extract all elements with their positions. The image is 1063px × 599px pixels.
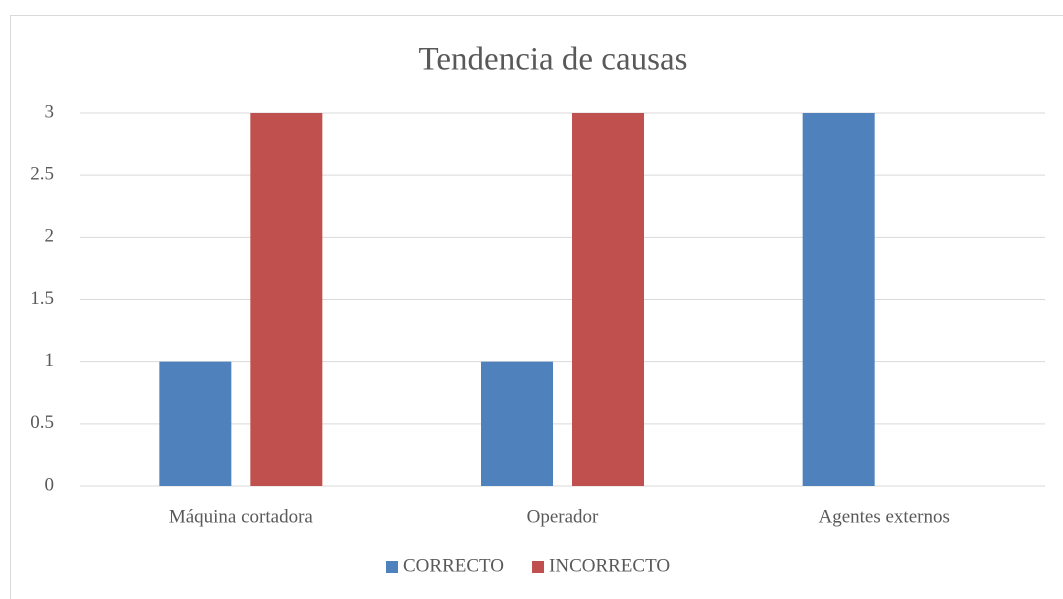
chart-title: Tendencia de causas [419, 42, 688, 78]
y-tick-label: 1 [45, 350, 55, 371]
x-tick-label: Agentes externos [818, 506, 949, 527]
bar [572, 113, 644, 486]
y-tick-label: 0 [45, 474, 55, 495]
y-tick-label: 0.5 [30, 412, 54, 433]
x-tick-label: Máquina cortadora [169, 506, 314, 527]
bar [159, 361, 232, 486]
legend-swatch [386, 561, 398, 573]
bar [481, 361, 553, 486]
bar [250, 113, 323, 486]
legend-label: CORRECTO [403, 555, 504, 576]
bar [802, 113, 875, 486]
legend-label: INCORRECTO [549, 555, 670, 576]
y-tick-label: 2 [45, 226, 55, 247]
legend-swatch [532, 561, 545, 573]
y-tick-label: 1.5 [30, 288, 54, 309]
y-tick-label: 2.5 [30, 164, 54, 185]
y-tick-label: 3 [45, 101, 55, 122]
x-tick-label: Operador [527, 506, 599, 527]
